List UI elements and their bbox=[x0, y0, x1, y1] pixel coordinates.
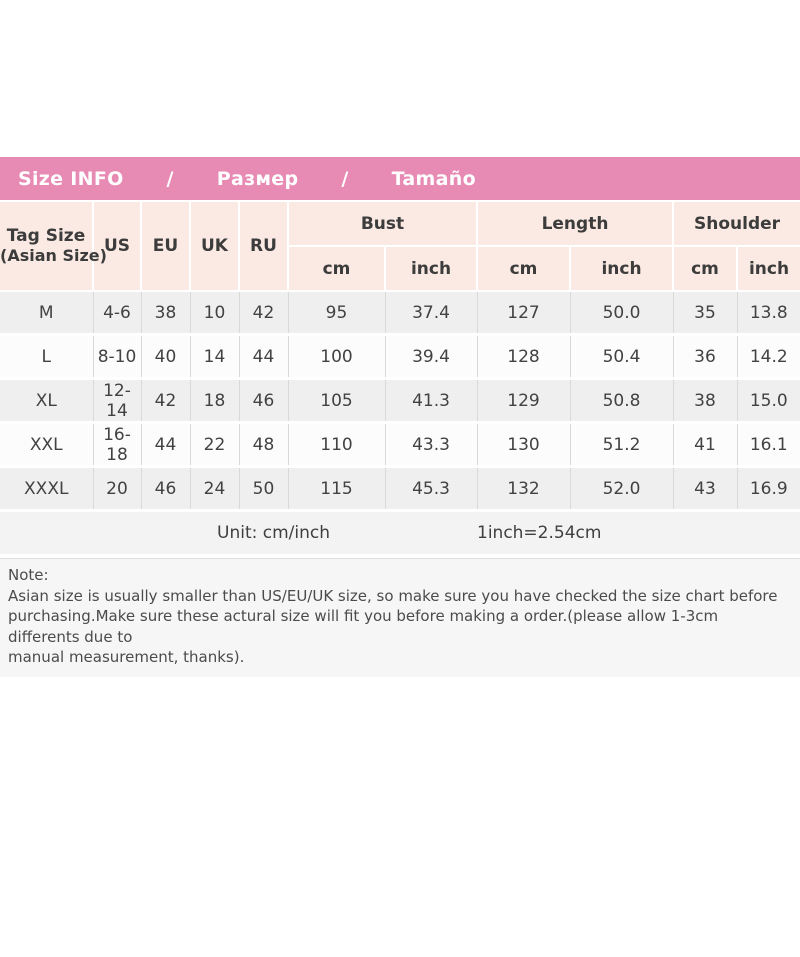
size-cell: 37.4 bbox=[385, 291, 478, 336]
size-cell: 8-10 bbox=[93, 334, 142, 380]
note-line: Asian size is usually smaller than US/EU… bbox=[8, 586, 778, 605]
group-header-length: Length bbox=[476, 200, 674, 247]
size-cell: 130 bbox=[477, 422, 571, 468]
subheader-shoulder-cm: cm bbox=[672, 245, 738, 292]
unit-footer-row: Unit: cm/inch 1inch=2.54cm bbox=[0, 512, 800, 554]
size-cell: 43 bbox=[673, 466, 738, 512]
size-cell: 44 bbox=[141, 422, 191, 468]
tag-size-header-line2: (Asian Size) bbox=[0, 245, 107, 265]
size-cell: 13.8 bbox=[737, 291, 800, 336]
subheader-bust-cm: cm bbox=[288, 245, 386, 292]
size-cell: 44 bbox=[239, 334, 289, 380]
table-row-l: L 8-10 40 14 44 100 39.4 128 50.4 36 14.… bbox=[0, 334, 800, 380]
header-row-groups: Tag Size (Asian Size) US EU UK RU Bust L… bbox=[0, 200, 800, 292]
size-cell: 110 bbox=[288, 422, 386, 468]
size-cell: M bbox=[0, 291, 94, 336]
col-header-ru: RU bbox=[238, 200, 289, 292]
size-cell: 4-6 bbox=[93, 291, 142, 336]
size-cell: 95 bbox=[288, 291, 386, 336]
size-cell: 50 bbox=[239, 466, 289, 512]
subheader-shoulder-inch: inch bbox=[735, 245, 800, 292]
size-cell: 46 bbox=[141, 466, 191, 512]
size-cell: 16.1 bbox=[737, 422, 800, 468]
size-cell: 35 bbox=[673, 291, 738, 336]
size-cell: 41 bbox=[673, 422, 738, 468]
col-header-eu: EU bbox=[140, 200, 191, 292]
size-cell: 51.2 bbox=[570, 422, 674, 468]
size-cell: 129 bbox=[477, 378, 571, 424]
size-cell: 20 bbox=[93, 466, 142, 512]
size-cell: XXL bbox=[0, 422, 94, 468]
subheader-bust-inch: inch bbox=[384, 245, 478, 292]
size-cell: 10 bbox=[190, 291, 240, 336]
size-cell: 48 bbox=[239, 422, 289, 468]
group-header-shoulder: Shoulder bbox=[671, 200, 800, 247]
size-cell: 14 bbox=[190, 334, 240, 380]
size-cell: 50.8 bbox=[570, 378, 674, 424]
size-cell: 43.3 bbox=[385, 422, 478, 468]
size-cell: XXXL bbox=[0, 466, 94, 512]
tag-size-header-line1: Tag Size bbox=[6, 226, 86, 247]
size-cell: 38 bbox=[673, 378, 738, 424]
table-row-xxl: XXL 16-18 44 22 48 110 43.3 130 51.2 41 … bbox=[0, 422, 800, 468]
size-cell: 42 bbox=[239, 291, 289, 336]
size-cell: 41.3 bbox=[385, 378, 478, 424]
size-cell: 100 bbox=[288, 334, 386, 380]
subheader-length-cm: cm bbox=[476, 245, 571, 292]
table-row-m: M 4-6 38 10 42 95 37.4 127 50.0 35 13.8 bbox=[0, 291, 800, 336]
size-cell: 40 bbox=[141, 334, 191, 380]
size-cell: L bbox=[0, 334, 94, 380]
header-row-units: cm inch cm inch cm inch bbox=[0, 245, 800, 292]
size-cell: 46 bbox=[239, 378, 289, 424]
note-section: Note: Asian size is usually smaller than… bbox=[0, 558, 800, 677]
banner-items: Size INFO / Размер / Tamaño bbox=[0, 168, 476, 190]
banner-separator: / bbox=[166, 167, 174, 190]
banner-title-en: Size INFO bbox=[18, 167, 124, 190]
size-cell: 128 bbox=[477, 334, 571, 380]
col-header-uk: UK bbox=[189, 200, 240, 292]
col-header-us: US bbox=[92, 200, 142, 292]
size-cell: 16.9 bbox=[737, 466, 800, 512]
banner-title-es: Tamaño bbox=[391, 167, 476, 190]
tag-size-header: Tag Size (Asian Size) bbox=[0, 200, 107, 292]
size-cell: 18 bbox=[190, 378, 240, 424]
size-cell: 12-14 bbox=[93, 378, 142, 424]
unit-label: Unit: cm/inch bbox=[217, 523, 330, 543]
size-cell: 50.0 bbox=[570, 291, 674, 336]
size-cell: 45.3 bbox=[385, 466, 478, 512]
size-cell: XL bbox=[0, 378, 94, 424]
note-line: purchasing.Make sure these actural size … bbox=[8, 607, 719, 646]
table-row-xxxl: XXXL 20 46 24 50 115 45.3 132 52.0 43 16… bbox=[0, 466, 800, 512]
size-chart-page: Size INFO / Размер / Tamaño Tag Size (As… bbox=[0, 157, 800, 957]
group-header-bust: Bust bbox=[287, 200, 478, 247]
size-cell: 38 bbox=[141, 291, 191, 336]
size-cell: 39.4 bbox=[385, 334, 478, 380]
note-title: Note: bbox=[8, 566, 49, 584]
size-cell: 24 bbox=[190, 466, 240, 512]
size-cell: 132 bbox=[477, 466, 571, 512]
size-cell: 105 bbox=[288, 378, 386, 424]
size-cell: 14.2 bbox=[737, 334, 800, 380]
size-cell: 15.0 bbox=[737, 378, 800, 424]
size-cell: 36 bbox=[673, 334, 738, 380]
banner-separator: / bbox=[341, 167, 349, 190]
size-cell: 115 bbox=[288, 466, 386, 512]
banner-title-ru: Размер bbox=[216, 167, 299, 190]
size-cell: 22 bbox=[190, 422, 240, 468]
size-cell: 42 bbox=[141, 378, 191, 424]
size-cell: 127 bbox=[477, 291, 571, 336]
size-cell: 16-18 bbox=[93, 422, 142, 468]
note-line: manual measurement, thanks). bbox=[8, 648, 245, 666]
inch-conversion-label: 1inch=2.54cm bbox=[477, 523, 602, 543]
size-chart-table: Tag Size (Asian Size) US EU UK RU Bust L… bbox=[0, 200, 800, 512]
size-cell: 52.0 bbox=[570, 466, 674, 512]
size-info-banner: Size INFO / Размер / Tamaño bbox=[0, 157, 800, 200]
subheader-length-inch: inch bbox=[569, 245, 674, 292]
table-row-xl: XL 12-14 42 18 46 105 41.3 129 50.8 38 1… bbox=[0, 378, 800, 424]
size-cell: 50.4 bbox=[570, 334, 674, 380]
